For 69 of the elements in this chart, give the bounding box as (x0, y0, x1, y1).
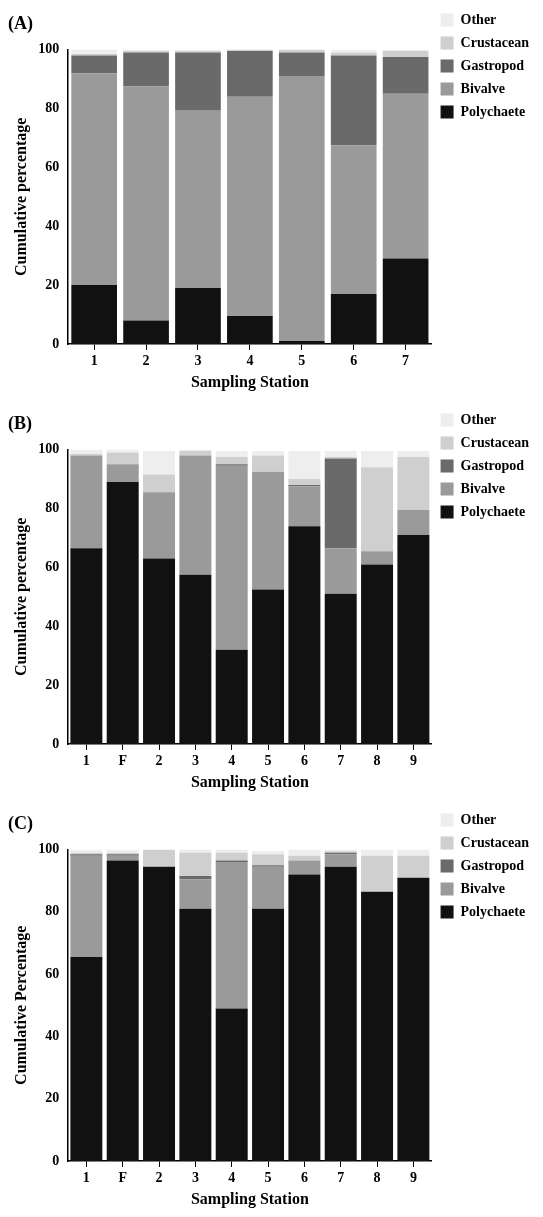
legend-label: Gastropod (460, 857, 525, 873)
legend-label: Polychaete (460, 503, 526, 519)
x-tick-label: F (118, 753, 127, 769)
y-axis-title: Cumulative percentage (11, 117, 30, 276)
y-tick-label: 80 (45, 903, 60, 919)
y-tick-label: 100 (38, 441, 60, 457)
y-tick-label: 20 (45, 676, 60, 692)
x-tick-label: F (118, 1170, 127, 1186)
legend-label: Polychaete (460, 103, 526, 119)
x-tick-label: 1 (82, 1170, 90, 1186)
x-tick-label: 2 (155, 753, 163, 769)
legend-label: Bivalve (460, 880, 505, 896)
y-tick-label: 0 (52, 1152, 60, 1168)
x-tick-label: 6 (350, 353, 358, 369)
x-tick-label: 2 (142, 353, 150, 369)
x-tick-label: 1 (82, 753, 90, 769)
x-axis-title: Sampling Station (190, 1189, 309, 1208)
x-tick-label: 2 (155, 1170, 163, 1186)
x-tick-label: 9 (409, 753, 417, 769)
x-tick-label: 8 (373, 1170, 381, 1186)
chart-title: (B) (8, 413, 32, 435)
legend-label: Bivalve (460, 480, 505, 496)
legend-label: Other (460, 411, 497, 427)
x-tick-label: 4 (228, 1170, 236, 1186)
y-tick-label: 0 (52, 335, 60, 351)
legend-label: Crustacean (460, 34, 530, 50)
x-tick-label: 5 (264, 1170, 272, 1186)
x-axis-title: Sampling Station (190, 772, 309, 791)
x-axis-title: Sampling Station (190, 372, 309, 391)
legend-label: Crustacean (460, 834, 530, 850)
chart-title: (C) (8, 813, 33, 835)
x-tick-label: 5 (298, 353, 306, 369)
y-tick-label: 60 (45, 965, 60, 981)
x-tick-label: 4 (228, 753, 236, 769)
legend-label: Crustacean (460, 434, 530, 450)
x-tick-label: 6 (300, 1170, 308, 1186)
legend-label: Other (460, 811, 497, 827)
y-axis-title: Cumulative percentage (11, 517, 30, 676)
x-tick-label: 6 (300, 753, 308, 769)
y-tick-label: 40 (45, 617, 60, 633)
y-tick-label: 60 (45, 158, 60, 174)
x-tick-label: 3 (194, 353, 202, 369)
y-tick-label: 20 (45, 1090, 60, 1106)
y-tick-label: 60 (45, 558, 60, 574)
legend-label: Gastropod (460, 57, 525, 73)
y-tick-label: 40 (45, 1028, 60, 1044)
x-tick-label: 8 (373, 753, 381, 769)
x-tick-label: 9 (409, 1170, 417, 1186)
x-tick-label: 7 (337, 1170, 345, 1186)
x-tick-label: 4 (246, 353, 254, 369)
y-tick-label: 80 (45, 500, 60, 516)
x-tick-label: 3 (191, 1170, 199, 1186)
x-tick-label: 5 (264, 753, 272, 769)
chart-title: (A) (8, 13, 33, 35)
y-axis-title: Cumulative Percentage (11, 925, 30, 1085)
legend-label: Polychaete (460, 903, 526, 919)
y-tick-label: 100 (38, 841, 60, 857)
legend-label: Bivalve (460, 80, 505, 96)
legend-label: Other (460, 11, 497, 27)
x-tick-label: 1 (90, 353, 98, 369)
x-tick-label: 7 (337, 753, 345, 769)
x-tick-label: 3 (191, 753, 199, 769)
legend-label: Gastropod (460, 457, 525, 473)
y-tick-label: 80 (45, 100, 60, 116)
y-tick-label: 100 (38, 41, 60, 57)
x-tick-label: 7 (402, 353, 410, 369)
y-tick-label: 20 (45, 276, 60, 292)
y-tick-label: 0 (52, 735, 60, 751)
y-tick-label: 40 (45, 217, 60, 233)
